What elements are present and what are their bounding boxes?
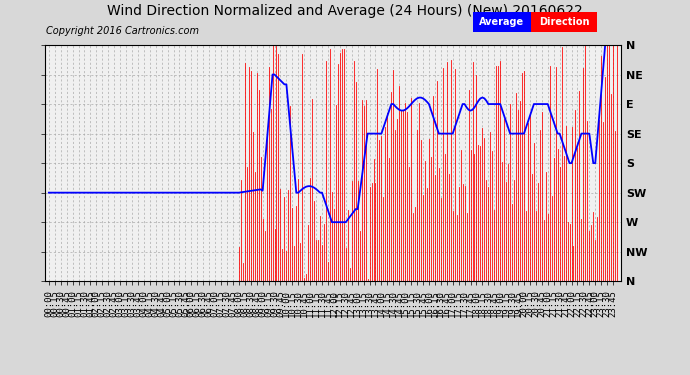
Text: Wind Direction Normalized and Average (24 Hours) (New) 20160622: Wind Direction Normalized and Average (2…	[107, 4, 583, 18]
Text: Copyright 2016 Cartronics.com: Copyright 2016 Cartronics.com	[46, 26, 199, 36]
Text: Direction: Direction	[539, 17, 589, 27]
Text: Average: Average	[480, 17, 524, 27]
